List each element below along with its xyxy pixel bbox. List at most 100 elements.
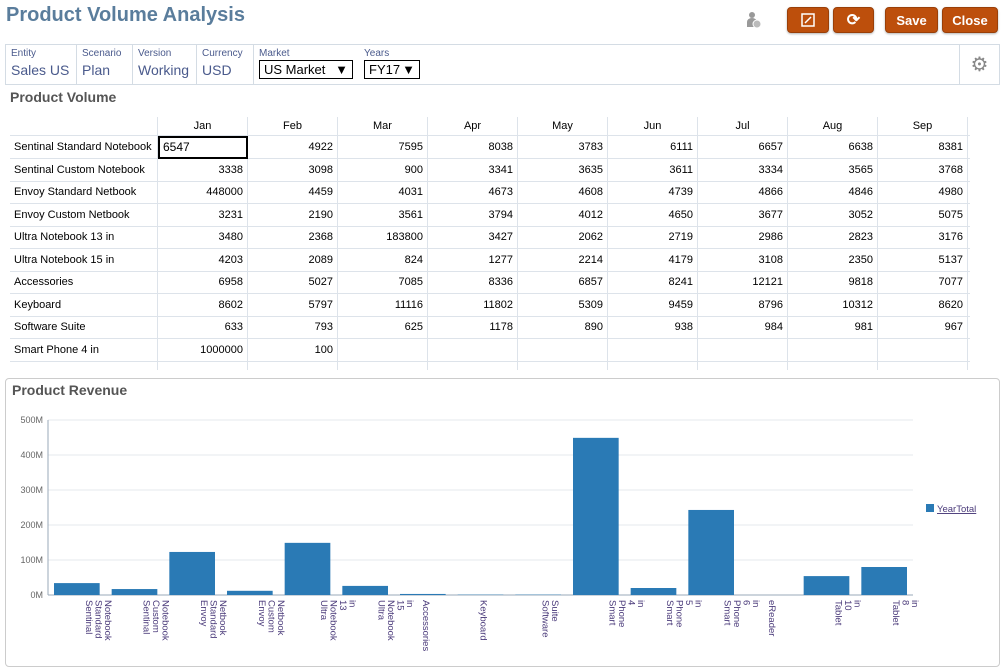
- market-select[interactable]: US Market ▼: [259, 60, 353, 79]
- data-cell[interactable]: 4846: [788, 181, 878, 203]
- data-cell[interactable]: [428, 338, 518, 361]
- data-cell[interactable]: 9459: [608, 293, 698, 316]
- pov-value[interactable]: Working: [138, 62, 190, 78]
- data-cell[interactable]: 6958: [158, 271, 248, 293]
- data-cell[interactable]: 7077: [878, 271, 968, 293]
- data-cell[interactable]: 5075: [878, 203, 968, 226]
- data-cell[interactable]: 11116: [338, 293, 428, 316]
- data-cell[interactable]: 3427: [428, 226, 518, 248]
- data-cell[interactable]: 2214: [518, 248, 608, 271]
- data-cell[interactable]: 7085: [338, 271, 428, 293]
- data-cell[interactable]: 984: [698, 316, 788, 338]
- data-cell[interactable]: 2986: [698, 226, 788, 248]
- close-button[interactable]: Close: [942, 7, 998, 33]
- data-cell[interactable]: 3341: [428, 158, 518, 181]
- data-cell[interactable]: 3611: [608, 158, 698, 181]
- data-cell[interactable]: 8038: [428, 136, 518, 158]
- data-cell[interactable]: 4866: [698, 181, 788, 203]
- data-cell[interactable]: 1178: [428, 316, 518, 338]
- data-cell[interactable]: 1277: [428, 248, 518, 271]
- column-header[interactable]: Apr: [428, 117, 518, 135]
- data-cell[interactable]: 3565: [788, 158, 878, 181]
- column-header[interactable]: Feb: [248, 117, 338, 135]
- data-cell[interactable]: 8796: [698, 293, 788, 316]
- column-header[interactable]: Sep: [878, 117, 968, 135]
- data-cell[interactable]: 2368: [248, 226, 338, 248]
- data-cell[interactable]: 2823: [788, 226, 878, 248]
- data-cell[interactable]: 2089: [248, 248, 338, 271]
- data-cell[interactable]: 4031: [338, 181, 428, 203]
- data-cell[interactable]: 1000000: [158, 338, 248, 361]
- data-cell[interactable]: 2719: [608, 226, 698, 248]
- data-cell[interactable]: 6657: [698, 136, 788, 158]
- data-cell[interactable]: 3108: [698, 248, 788, 271]
- data-cell[interactable]: 8620: [878, 293, 968, 316]
- data-cell[interactable]: 3783: [518, 136, 608, 158]
- data-cell[interactable]: 3052: [788, 203, 878, 226]
- data-cell[interactable]: 12121: [698, 271, 788, 293]
- data-cell[interactable]: 8336: [428, 271, 518, 293]
- data-cell[interactable]: 4922: [248, 136, 338, 158]
- data-cell[interactable]: 7595: [338, 136, 428, 158]
- data-cell[interactable]: 4179: [608, 248, 698, 271]
- user-settings-icon[interactable]: [744, 11, 762, 29]
- data-cell[interactable]: 3338: [158, 158, 248, 181]
- data-cell[interactable]: 3635: [518, 158, 608, 181]
- data-cell[interactable]: 4012: [518, 203, 608, 226]
- data-cell[interactable]: 900: [338, 158, 428, 181]
- data-cell[interactable]: 4650: [608, 203, 698, 226]
- data-cell[interactable]: 938: [608, 316, 698, 338]
- data-cell[interactable]: 4203: [158, 248, 248, 271]
- data-cell[interactable]: 6638: [788, 136, 878, 158]
- data-cell[interactable]: 2190: [248, 203, 338, 226]
- data-cell[interactable]: 100: [248, 338, 338, 361]
- data-cell[interactable]: [878, 338, 968, 361]
- edit-button[interactable]: [787, 7, 829, 33]
- column-header[interactable]: Aug: [788, 117, 878, 135]
- data-cell[interactable]: 4608: [518, 181, 608, 203]
- column-header[interactable]: May: [518, 117, 608, 135]
- data-cell[interactable]: 3334: [698, 158, 788, 181]
- years-select[interactable]: FY17 ▼: [364, 60, 420, 79]
- pov-value[interactable]: Plan: [82, 62, 111, 78]
- data-cell[interactable]: 967: [878, 316, 968, 338]
- data-cell[interactable]: 824: [338, 248, 428, 271]
- column-header[interactable]: Jul: [698, 117, 788, 135]
- data-cell[interactable]: 8381: [878, 136, 968, 158]
- column-header[interactable]: Mar: [338, 117, 428, 135]
- data-cell[interactable]: 5797: [248, 293, 338, 316]
- active-cell-input[interactable]: 6547: [158, 136, 248, 159]
- data-cell[interactable]: 793: [248, 316, 338, 338]
- data-cell[interactable]: 4459: [248, 181, 338, 203]
- data-cell[interactable]: 890: [518, 316, 608, 338]
- data-cell[interactable]: 3768: [878, 158, 968, 181]
- data-cell[interactable]: 981: [788, 316, 878, 338]
- settings-gear-icon[interactable]: ⚙: [959, 45, 999, 84]
- data-cell[interactable]: 183800: [338, 226, 428, 248]
- data-cell[interactable]: 6111: [608, 136, 698, 158]
- data-cell[interactable]: 633: [158, 316, 248, 338]
- data-cell[interactable]: 6857: [518, 271, 608, 293]
- data-cell[interactable]: 9818: [788, 271, 878, 293]
- column-header[interactable]: Jun: [608, 117, 698, 135]
- data-cell[interactable]: 4673: [428, 181, 518, 203]
- data-cell[interactable]: 11802: [428, 293, 518, 316]
- data-cell[interactable]: 2350: [788, 248, 878, 271]
- data-cell[interactable]: 3561: [338, 203, 428, 226]
- data-cell[interactable]: 5137: [878, 248, 968, 271]
- data-cell[interactable]: 2062: [518, 226, 608, 248]
- data-cell[interactable]: 3794: [428, 203, 518, 226]
- data-cell[interactable]: 8241: [608, 271, 698, 293]
- refresh-button[interactable]: ⟳: [833, 7, 874, 33]
- data-cell[interactable]: 3098: [248, 158, 338, 181]
- data-cell[interactable]: 4980: [878, 181, 968, 203]
- pov-value[interactable]: Sales US: [11, 62, 70, 78]
- data-cell[interactable]: 3677: [698, 203, 788, 226]
- data-cell[interactable]: 625: [338, 316, 428, 338]
- data-cell[interactable]: [788, 338, 878, 361]
- save-button[interactable]: Save: [885, 7, 938, 33]
- data-cell[interactable]: 448000: [158, 181, 248, 203]
- data-cell[interactable]: [608, 338, 698, 361]
- data-cell[interactable]: [698, 338, 788, 361]
- data-cell[interactable]: 3176: [878, 226, 968, 248]
